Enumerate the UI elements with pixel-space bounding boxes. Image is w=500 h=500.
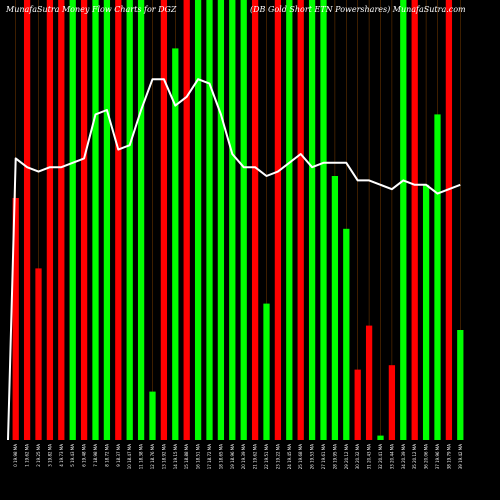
tick-label-4: 4 19.73 MA [59,444,64,467]
tick-label-23: 23 19.22 MA [275,444,280,470]
tick-label-0: 0 19.98 MA [13,444,18,467]
bar-35 [411,0,418,440]
bar-27 [320,0,327,440]
bar-16 [194,0,202,440]
chart-title-right: (DB Gold Short ETN Powershares) MunafaSu… [250,5,466,14]
bar-1 [23,0,31,440]
bar-12 [149,391,156,440]
tick-label-28: 28 19.95 MA [332,444,337,470]
bar-2 [35,268,42,440]
chart-title-left: MunafaSutra Money Flow Charts for DGZ [5,5,177,14]
tick-label-24: 24 19.45 MA [287,444,292,470]
tick-label-19: 19 18.96 MA [230,444,235,470]
tick-label-11: 11 18.38 MA [139,444,144,470]
tick-label-7: 7 18.98 MA [93,444,98,467]
bar-13 [160,0,168,440]
bar-28 [331,176,339,440]
tick-label-34: 34 20.39 MA [401,444,406,470]
bar-20 [240,0,247,440]
bar-3 [46,0,54,440]
tick-label-29: 29 20.12 MA [344,444,349,470]
tick-label-9: 9 18.37 MA [116,444,121,467]
bar-15 [183,0,190,440]
bar-37 [434,114,441,441]
tick-label-31: 31 20.43 MA [367,444,372,470]
tick-label-32: 32 20.41 MA [378,444,383,470]
bar-9 [115,0,122,440]
line-group [7,78,461,441]
tick-label-26: 26 19.53 MA [310,444,315,470]
bar-23 [274,0,282,440]
bar-4 [58,0,65,440]
tick-label-35: 35 20.12 MA [412,444,417,470]
bar-18 [217,0,225,440]
tick-label-13: 13 18.92 MA [161,444,166,470]
tick-label-12: 12 18.76 MA [150,444,155,470]
tick-label-15: 15 18.88 MA [184,444,189,470]
bar-7 [92,0,99,440]
tick-label-25: 25 19.68 MA [298,444,303,470]
bar-36 [422,184,430,440]
tick-label-16: 16 18.51 MA [196,444,201,470]
bar-31 [365,325,373,440]
tick-label-22: 22 19.51 MA [264,444,269,470]
tick-label-21: 21 19.62 MA [253,444,258,470]
tick-label-36: 36 20.06 MA [424,444,429,470]
tick-label-1: 1 19.62 MA [25,444,30,467]
tick-label-18: 18 18.65 MA [218,444,223,470]
bar-22 [263,303,270,440]
tick-label-38: 38 19.79 MA [446,444,451,470]
bar-39 [457,330,464,440]
bar-8 [103,0,111,440]
tick-label-10: 10 18.47 MA [127,444,132,470]
tick-label-37: 37 19.96 MA [435,444,440,470]
bar-21 [251,0,259,440]
bar-34 [400,0,407,440]
tick-label-14: 14 19.15 MA [173,444,178,470]
bar-10 [126,0,133,440]
tick-label-8: 8 18.72 MA [104,444,109,467]
tick-label-3: 3 19.82 MA [47,444,52,467]
bar-30 [354,369,361,440]
bar-6 [80,0,88,440]
tick-labels-group: 0 19.98 MA 1 19.62 MA 2 19.25 MA 3 19.82 MA… [13,444,463,470]
bar-32 [377,435,384,440]
bar-26 [308,0,316,440]
tick-label-39: 39 19.42 MA [458,444,463,470]
tick-label-5: 5 19.43 MA [70,444,75,467]
bar-17 [206,0,213,440]
bars-group [12,0,464,441]
bar-5 [69,0,76,440]
tick-label-20: 20 19.39 MA [241,444,246,470]
bar-0 [12,198,19,440]
bar-25 [297,0,304,440]
bar-14 [172,48,179,441]
bar-38 [445,0,453,440]
bar-19 [229,0,236,440]
tick-label-6: 6 19.48 MA [82,444,87,467]
tick-label-2: 2 19.25 MA [36,444,41,467]
bar-11 [137,0,145,440]
tick-label-27: 27 19.61 MA [321,444,326,470]
tick-label-17: 17 18.72 MA [207,444,212,470]
bar-33 [388,365,396,440]
bar-29 [343,228,350,440]
tick-label-30: 30 20.32 MA [355,444,360,470]
flow-line [7,78,461,441]
bar-24 [286,0,293,440]
tick-label-33: 33 20.44 MA [389,444,394,470]
